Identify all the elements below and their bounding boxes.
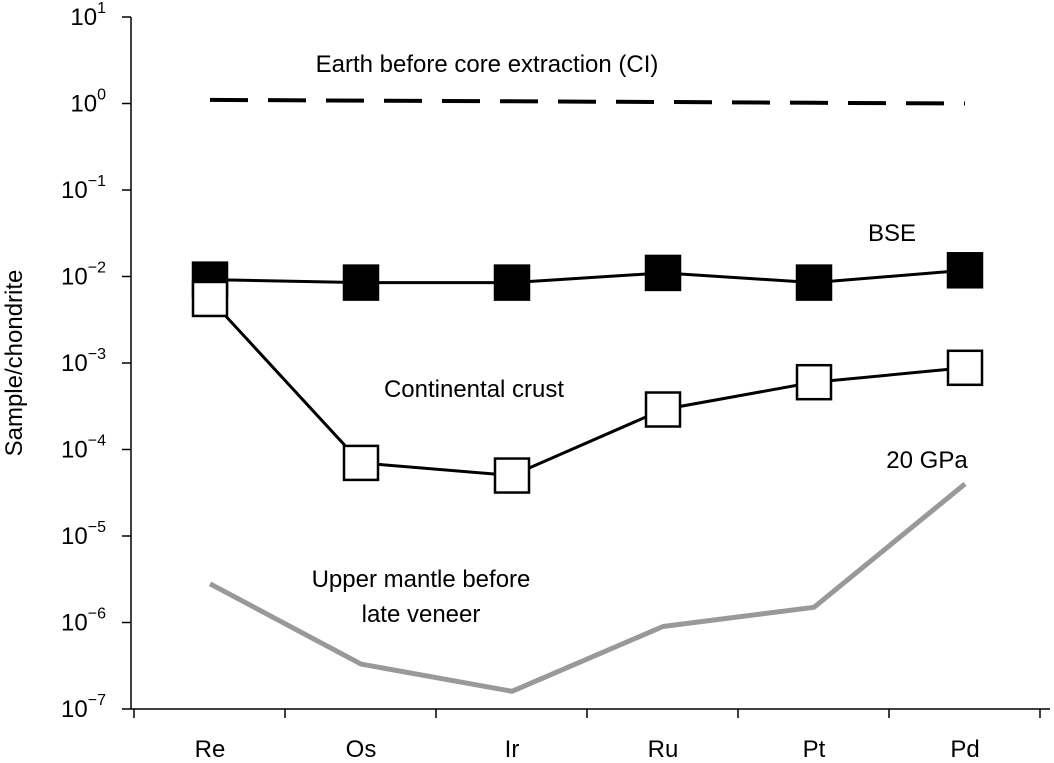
series-1 bbox=[191, 252, 984, 301]
data-point bbox=[342, 444, 380, 482]
y-tick-label: 101 bbox=[70, 0, 106, 31]
data-point bbox=[493, 264, 531, 301]
x-tick-label: Pd bbox=[950, 736, 979, 763]
x-tick-label: Os bbox=[346, 736, 377, 763]
annotation-continental-crust: Continental crust bbox=[384, 376, 564, 403]
series-2 bbox=[191, 280, 984, 494]
series-line bbox=[208, 297, 966, 478]
data-point bbox=[946, 349, 984, 387]
y-tick-label: 10−1 bbox=[61, 173, 106, 204]
x-tick-label: Re bbox=[195, 736, 226, 763]
series-layer bbox=[191, 97, 984, 694]
y-tick-label: 100 bbox=[70, 87, 106, 118]
y-axis-label: Sample/chondrite bbox=[1, 270, 28, 457]
labels-layer: Sample/chondrite Earth before core extra… bbox=[1, 51, 968, 628]
y-tick-label: 10−6 bbox=[61, 606, 106, 637]
y-tick-label: 10−5 bbox=[61, 519, 106, 550]
data-point bbox=[342, 264, 380, 301]
data-point bbox=[946, 252, 984, 289]
series-line bbox=[209, 97, 966, 106]
series-3 bbox=[208, 481, 967, 694]
data-point bbox=[795, 264, 833, 301]
annotation-20gpa: 20 GPa bbox=[886, 447, 968, 474]
y-tick-label: 10−2 bbox=[61, 260, 106, 291]
x-tick-label: Pt bbox=[803, 736, 826, 763]
data-point bbox=[644, 391, 682, 428]
annotation-ci: Earth before core extraction (CI) bbox=[316, 51, 659, 78]
annotation-upper-mantle-line2: late veneer bbox=[362, 601, 481, 628]
data-point bbox=[191, 280, 229, 318]
data-point bbox=[644, 254, 682, 292]
x-tick-label: Ru bbox=[648, 736, 679, 763]
series-line bbox=[209, 268, 966, 285]
y-tick-label: 10−7 bbox=[61, 692, 106, 723]
annotation-bse: BSE bbox=[868, 220, 916, 247]
data-point bbox=[795, 363, 833, 401]
y-tick-label: 10−3 bbox=[61, 346, 106, 377]
series-line bbox=[208, 481, 967, 694]
x-tick-label: Ir bbox=[505, 736, 520, 763]
y-tick-label: 10−4 bbox=[61, 433, 106, 464]
axes: 101 100 10−1 10−2 10−3 10−4 10−5 10−6 10−7 Re Os Ir… bbox=[61, 0, 1050, 763]
data-point bbox=[493, 457, 531, 494]
series-0 bbox=[209, 97, 966, 106]
annotation-upper-mantle-line1: Upper mantle before bbox=[312, 566, 531, 593]
